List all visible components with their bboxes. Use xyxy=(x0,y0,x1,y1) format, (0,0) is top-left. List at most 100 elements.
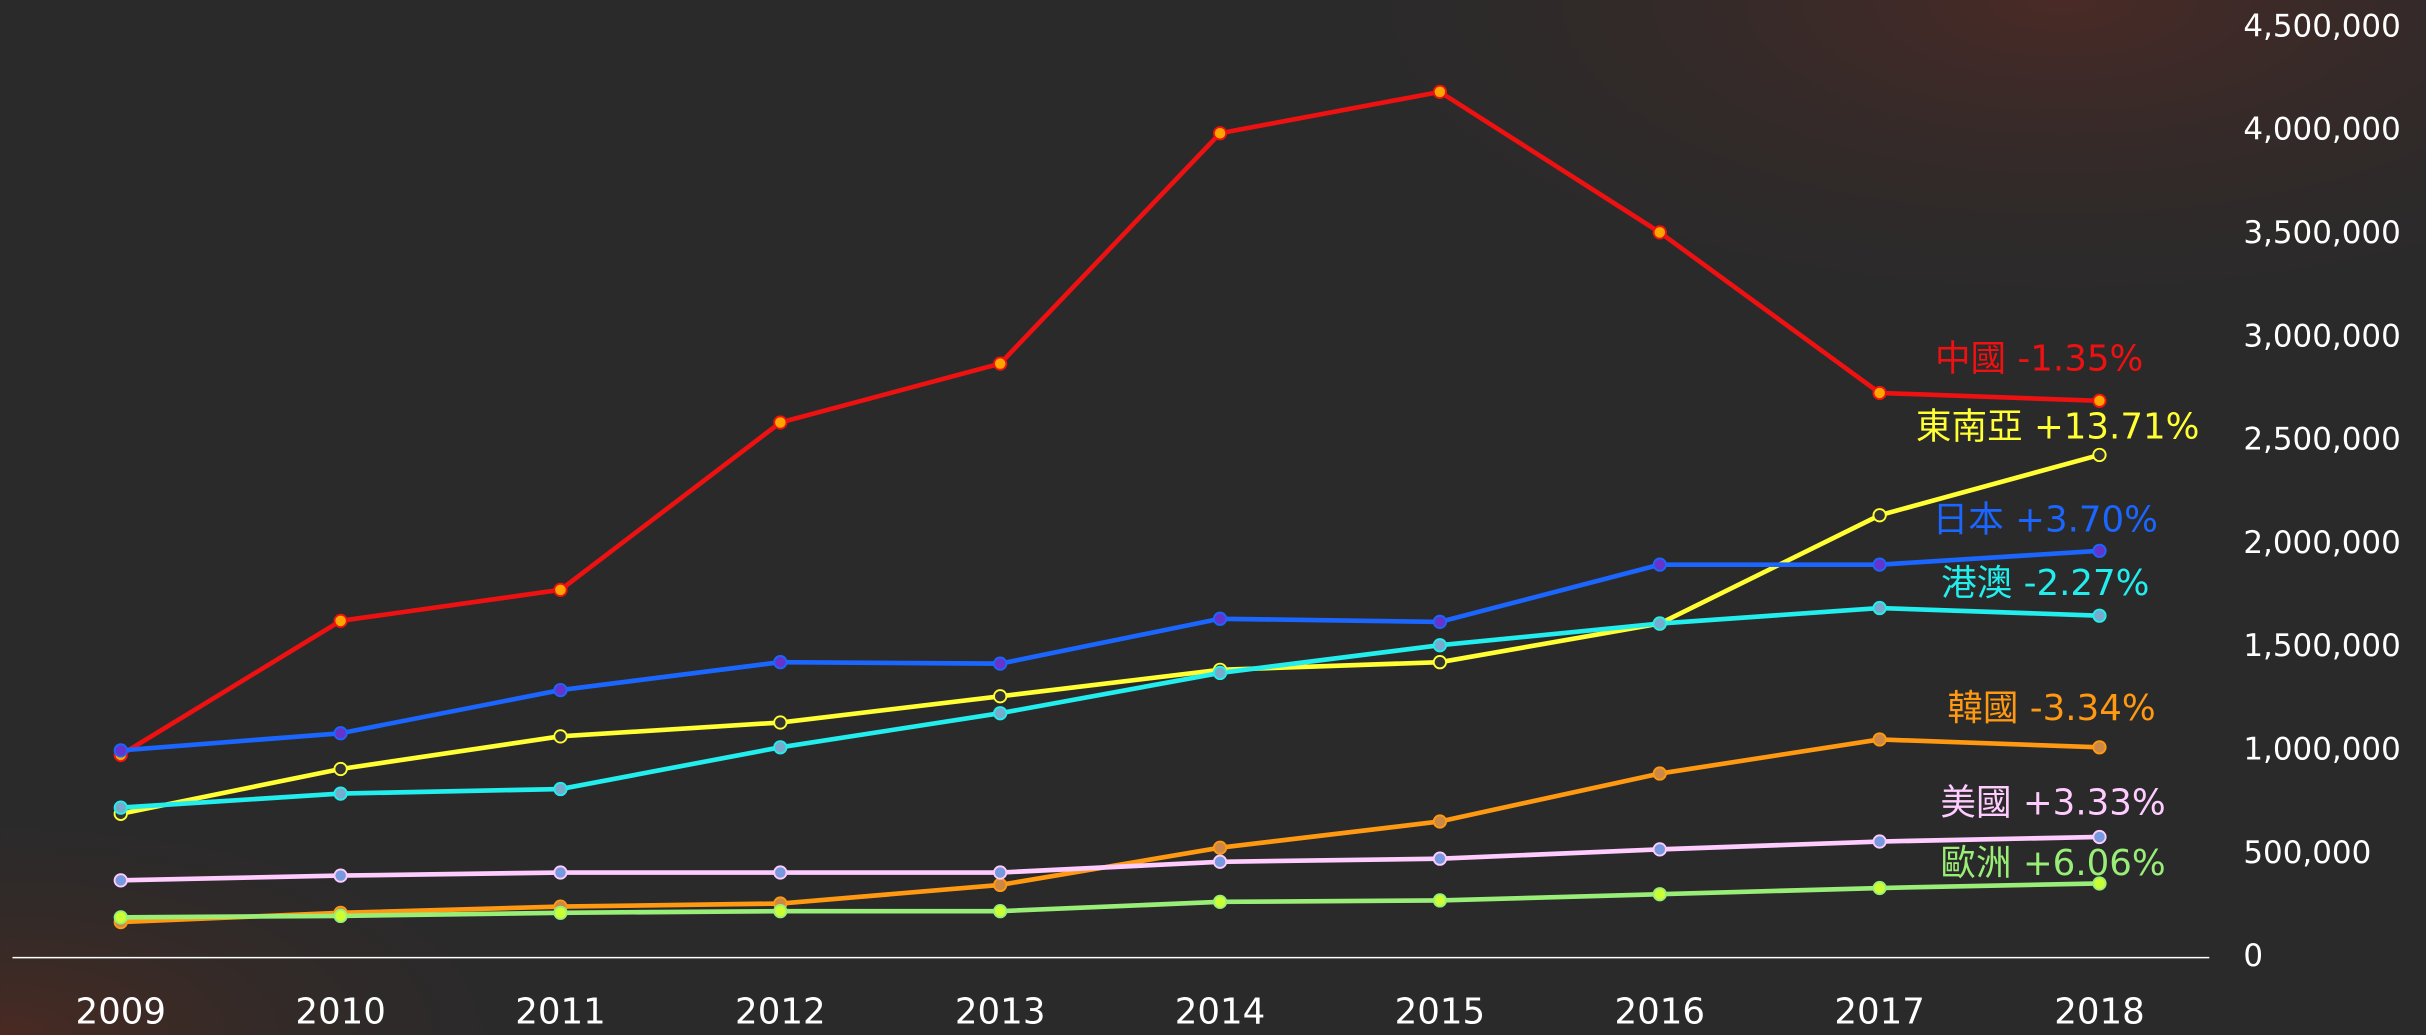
data-point xyxy=(1872,834,1887,849)
data-point xyxy=(2092,876,2107,891)
data-point xyxy=(1652,225,1667,240)
data-point xyxy=(1872,508,1887,523)
data-point xyxy=(1212,894,1228,909)
series-change: +3.70% xyxy=(2015,499,2158,540)
series-line xyxy=(120,881,2100,920)
x-tick-label: 2011 xyxy=(515,991,606,1032)
series-change: -2.27% xyxy=(2024,563,2150,604)
series-label: 歐洲 +6.06% xyxy=(1940,843,2165,884)
data-point xyxy=(773,415,788,430)
data-point xyxy=(993,356,1008,371)
data-point xyxy=(113,800,128,815)
data-point xyxy=(553,582,568,597)
data-point xyxy=(773,865,788,880)
series-name: 韓國 xyxy=(1947,688,2018,729)
series-change: +3.33% xyxy=(2023,782,2166,823)
data-point xyxy=(1652,842,1667,857)
x-tick-label: 2012 xyxy=(735,991,826,1032)
series-label: 中國 -1.35% xyxy=(1935,338,2143,379)
x-tick-label: 2018 xyxy=(2054,991,2145,1032)
series-line xyxy=(120,605,2100,810)
data-point xyxy=(333,786,348,801)
x-tick-label: 2010 xyxy=(295,991,386,1032)
data-point xyxy=(333,726,348,741)
data-point xyxy=(553,729,568,744)
series-name: 歐洲 xyxy=(1940,843,2011,884)
data-point xyxy=(333,908,348,924)
series-line xyxy=(119,89,2100,757)
data-point xyxy=(993,706,1008,721)
series-name: 日本 xyxy=(1933,499,2004,540)
y-tick-label: 0 xyxy=(2243,938,2263,974)
data-point xyxy=(773,740,788,755)
y-tick-label: 3,000,000 xyxy=(2243,318,2400,354)
data-point xyxy=(333,613,348,628)
data-point xyxy=(1212,611,1228,626)
series-change: -3.34% xyxy=(2030,688,2156,729)
data-point xyxy=(1212,126,1228,141)
data-point xyxy=(1872,557,1887,572)
series-name: 美國 xyxy=(1940,782,2011,823)
x-tick-label: 2017 xyxy=(1834,991,1925,1032)
series-name: 中國 xyxy=(1935,338,2006,379)
data-point xyxy=(2092,608,2107,623)
series-line xyxy=(120,834,2100,883)
data-point xyxy=(333,761,348,777)
data-point xyxy=(1432,638,1448,653)
data-point xyxy=(1872,385,1887,401)
series-line xyxy=(120,548,2100,753)
data-point xyxy=(1432,655,1448,670)
y-tick-label: 3,500,000 xyxy=(2243,215,2400,251)
data-point xyxy=(1652,616,1667,631)
series-line xyxy=(120,452,2101,817)
series-label: 韓國 -3.34% xyxy=(1947,688,2155,729)
series-label: 美國 +3.33% xyxy=(1940,782,2165,823)
series-change: -1.35% xyxy=(2017,338,2143,379)
series-name: 港澳 xyxy=(1941,563,2012,604)
x-tick-label: 2014 xyxy=(1175,991,1266,1032)
data-point xyxy=(1212,665,1228,681)
data-point xyxy=(993,865,1008,880)
data-point xyxy=(2092,447,2107,463)
data-point xyxy=(993,877,1008,893)
data-point xyxy=(2092,740,2107,755)
y-tick-label: 4,000,000 xyxy=(2243,112,2400,148)
data-point xyxy=(993,689,1008,704)
x-tick-label: 2009 xyxy=(75,991,166,1032)
data-point xyxy=(553,781,568,797)
data-point xyxy=(333,868,348,883)
data-point xyxy=(113,873,128,888)
data-point xyxy=(553,682,568,698)
data-point xyxy=(2092,543,2107,558)
data-point xyxy=(773,655,788,670)
data-point xyxy=(553,905,568,920)
x-tick-label: 2013 xyxy=(955,991,1046,1032)
data-point xyxy=(2092,829,2107,845)
y-tick-label: 2,500,000 xyxy=(2243,422,2400,458)
x-tick-label: 2016 xyxy=(1614,991,1705,1032)
y-tick-label: 1,000,000 xyxy=(2243,732,2400,768)
data-point xyxy=(773,904,788,919)
data-point xyxy=(1432,614,1448,630)
data-point xyxy=(1212,854,1228,869)
data-point xyxy=(1652,557,1667,572)
series-label: 東南亞 +13.71% xyxy=(1916,407,2200,448)
series-change: +6.06% xyxy=(2023,843,2166,884)
series-label: 日本 +3.70% xyxy=(1933,499,2158,540)
y-tick-label: 4,500,000 xyxy=(2243,8,2400,44)
data-point xyxy=(1652,887,1667,902)
data-point xyxy=(1432,814,1448,829)
data-point xyxy=(1872,600,1887,616)
data-point xyxy=(773,715,788,730)
data-point xyxy=(1652,766,1667,781)
y-tick-label: 1,500,000 xyxy=(2243,628,2400,664)
y-tick-label: 500,000 xyxy=(2243,835,2371,871)
data-point xyxy=(993,656,1008,671)
data-point xyxy=(1872,732,1887,747)
data-point xyxy=(1432,893,1448,908)
data-point xyxy=(1432,851,1448,866)
data-point xyxy=(1432,84,1448,100)
y-tick-label: 2,000,000 xyxy=(2243,525,2400,561)
